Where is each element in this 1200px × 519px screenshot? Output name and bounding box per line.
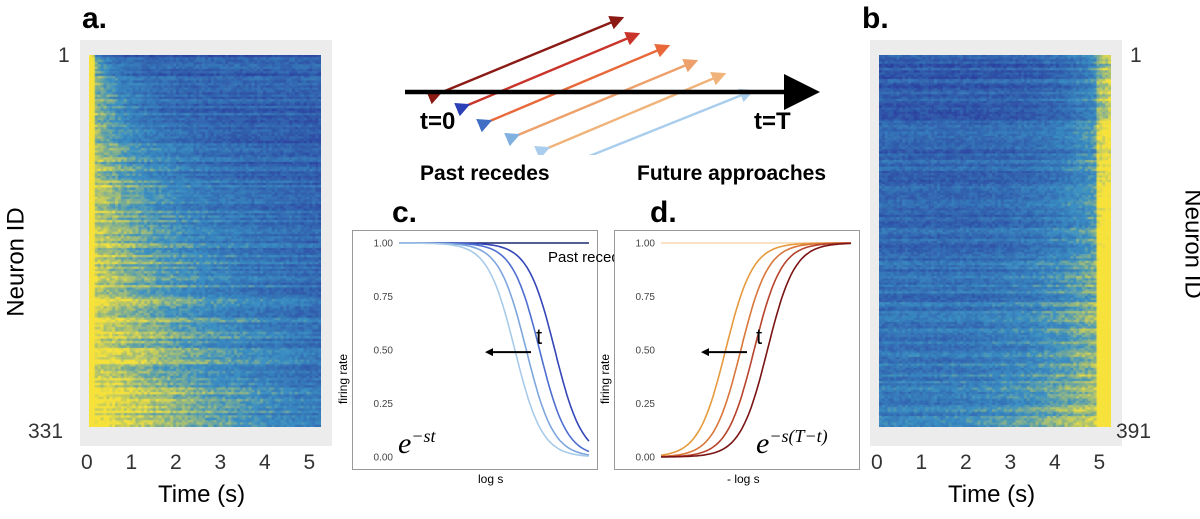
panel-d-y-tick: 0.25 [636,399,656,410]
panel-a-y-top: 1 [58,44,70,67]
panel-c-y-label: firing rate [336,353,351,405]
panel-b-x-label: Time (s) [948,481,1036,508]
panel-d-y-tick: 0.50 [636,346,656,357]
panel-a-y-label: Neuron ID [2,207,30,317]
panel-b-x-tick: 4 [1049,451,1061,474]
panel-b-x-tick: 3 [1004,451,1017,474]
panel-c-y-tick: 1.00 [374,239,394,250]
panel-a-letter: a. [82,2,108,35]
panel-d-letter: d. [650,196,677,229]
panel-c-y-tick: 0.50 [374,346,394,357]
panel-c-formula: e−st [398,426,435,461]
panel-c-plot-frame: 1.00 0.75 0.50 0.25 0.00 [352,230,598,470]
panel-d-formula-exponent: −s(T−t) [769,426,828,446]
panel-d-formula-base: e [756,427,770,460]
panel-c-y-tick: 0.75 [374,292,394,303]
panel-c-formula-base: e [398,427,412,460]
panel-a-heatmap [89,55,321,427]
panel-a-x-tick: 1 [125,451,138,474]
future-approaches-caption: Future approaches [637,162,827,185]
panel-a-heatmap-frame [80,40,332,446]
panel-a-x-tick: 4 [259,451,271,474]
panel-c-curve-t3 [399,242,590,456]
panel-c-time-arrowhead [485,348,493,357]
panel-a-x-label: Time (s) [158,481,246,508]
panel-b-x-tick: 0 [871,451,883,474]
panel-c-y-tick: 0.25 [374,399,394,410]
panel-b-letter: b. [862,2,889,35]
panel-b-y-top: 1 [1130,44,1142,67]
timeline-diagram [405,15,820,155]
panel-d-y-tick: 0.00 [636,453,656,464]
panel-d-y-tick: 1.00 [636,239,656,250]
panel-c-x-label: log s [478,472,504,486]
panel-c-y-tick: 0.00 [374,453,394,464]
panel-a-y-bottom: 331 [28,420,64,443]
arrow-6 [558,88,755,155]
panel-d-plot-frame: 1.00 0.75 0.50 0.25 0.00 [614,230,860,470]
panel-a-x-tick: 2 [170,451,182,474]
panel-b-y-label: Neuron ID [1179,189,1200,299]
panel-d-x-label: - log s [727,472,760,486]
panel-b-x-tick: 1 [915,451,928,474]
panel-a-x-tick: 0 [81,451,93,474]
panel-d-formula: e−s(T−t) [756,426,828,461]
panel-b-heatmap [879,55,1111,427]
panel-c-curve-t2 [399,242,590,453]
panel-b-y-bottom: 391 [1116,420,1152,443]
panel-c-plot: 1.00 0.75 0.50 0.25 0.00 [374,239,590,464]
panel-d-curve-t2 [660,242,851,458]
panel-d-curve-t3 [660,242,851,458]
panel-d-arrow-label: t [756,324,763,349]
panel-b-heatmap-frame [870,40,1122,446]
panel-c-curve-t4 [399,242,590,457]
panel-d-y-tick: 0.75 [636,292,656,303]
past-recedes-caption: Past recedes [420,162,550,185]
panel-d-curve-t4 [661,242,851,458]
arrow-1 [426,15,625,105]
panel-d-plot: 1.00 0.75 0.50 0.25 0.00 [636,239,851,464]
panel-c-formula-exponent: −st [411,426,436,446]
panel-b-x-tick: 2 [960,451,972,474]
panel-d-time-arrowhead [701,348,709,357]
panel-c-letter: c. [392,196,418,229]
panel-c-curve-t1 [399,242,590,442]
panel-c-annotation: Past recedes [548,249,636,266]
tT-label: t=T [754,108,791,135]
panel-c-arrow-label: t [536,324,543,349]
t0-label: t=0 [420,108,456,135]
panel-a-x-tick: 5 [303,451,316,474]
panel-a-x-tick: 3 [214,451,227,474]
panel-b-x-tick: 5 [1093,451,1106,474]
panel-d-y-label: firing rate [598,353,613,405]
